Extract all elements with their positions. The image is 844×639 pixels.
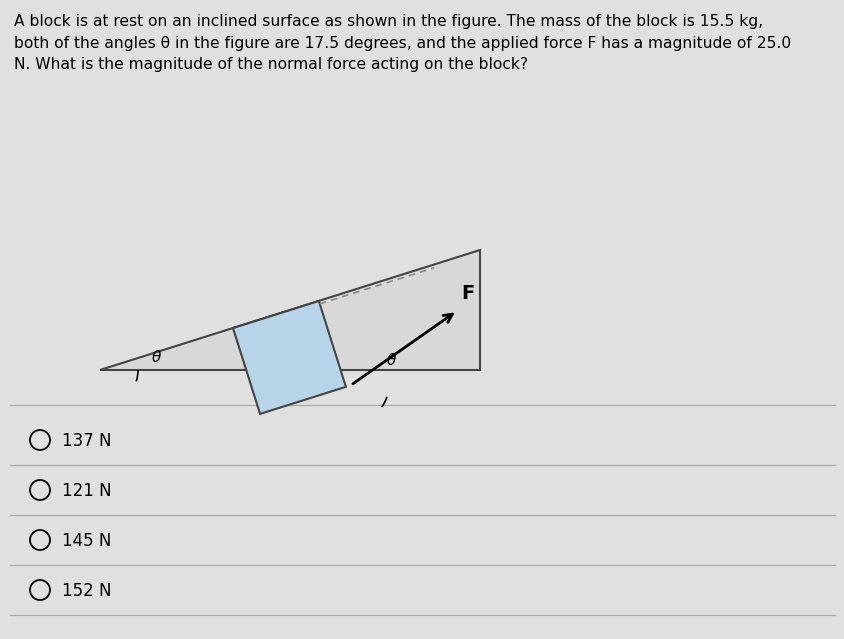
Text: $\theta$: $\theta$ (385, 352, 396, 368)
Text: 152 N: 152 N (62, 582, 111, 600)
Polygon shape (100, 250, 479, 370)
Text: F: F (461, 284, 473, 303)
Text: 121 N: 121 N (62, 482, 111, 500)
Text: 145 N: 145 N (62, 532, 111, 550)
Text: 137 N: 137 N (62, 432, 111, 450)
Text: $\theta$: $\theta$ (151, 349, 162, 365)
Text: A block is at rest on an inclined surface as shown in the figure. The mass of th: A block is at rest on an inclined surfac… (14, 14, 790, 72)
Polygon shape (233, 301, 345, 414)
